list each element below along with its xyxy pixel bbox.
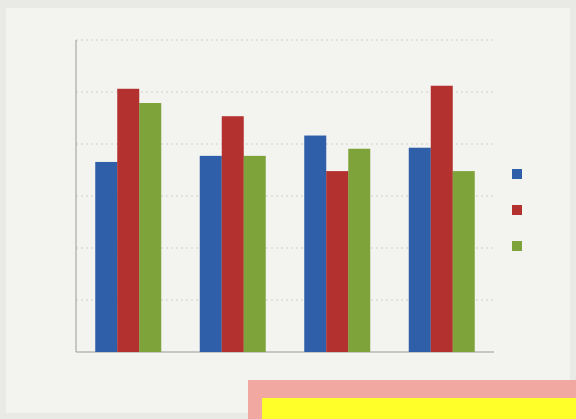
legend-swatch — [512, 205, 522, 215]
bar — [430, 85, 453, 352]
bar — [199, 155, 222, 352]
bar — [326, 171, 349, 352]
bar — [452, 171, 475, 352]
bar — [348, 148, 371, 352]
bar — [95, 161, 118, 352]
legend — [512, 169, 522, 251]
bars — [95, 85, 475, 353]
bar — [408, 147, 431, 352]
bar — [139, 103, 162, 353]
bar — [117, 88, 140, 352]
bar — [221, 116, 244, 352]
bar — [304, 135, 327, 352]
bar — [243, 155, 266, 352]
highlight-box — [262, 398, 576, 419]
legend-swatch — [512, 241, 522, 251]
legend-swatch — [512, 169, 522, 179]
